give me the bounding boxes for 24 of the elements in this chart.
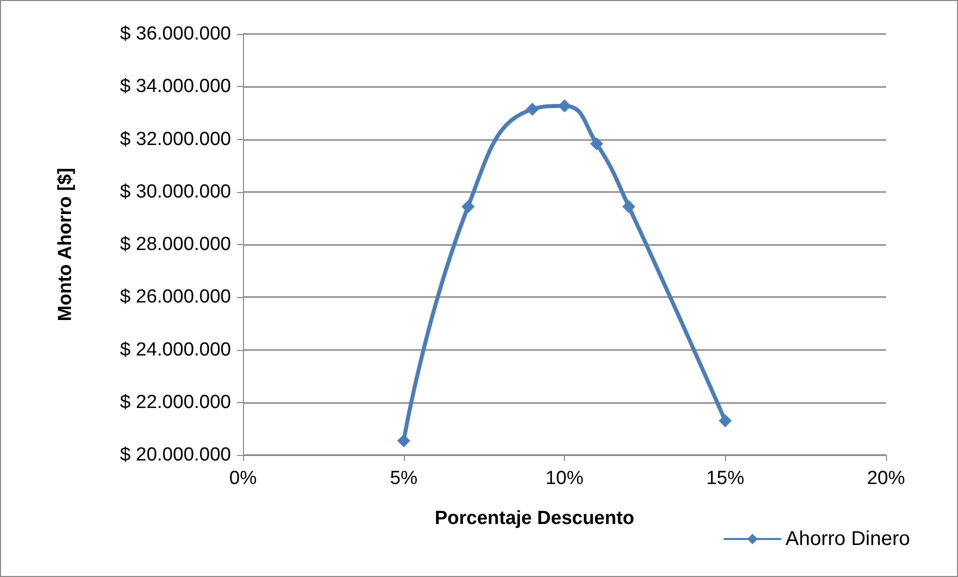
y-tick-label: $ 24.000.000 (120, 339, 231, 360)
y-tick-label: $ 28.000.000 (120, 234, 231, 255)
point (462, 200, 475, 214)
y-tick-label: $ 20.000.000 (120, 444, 231, 466)
y-tick-label: $ 32.000.000 (120, 128, 231, 150)
point (590, 137, 604, 150)
x-axis-title: Porcentaje Descuento (434, 508, 634, 529)
x-tick-label: 0% (229, 468, 257, 489)
y-tick-label: $ 22.000.000 (120, 392, 231, 413)
x-tick-label: 15% (706, 468, 744, 489)
x-tick-label: 10% (545, 468, 584, 489)
legend-label: Ahorro Dinero (786, 528, 910, 550)
point (622, 200, 636, 214)
y-tick-label: $ 30.000.000 (120, 181, 231, 202)
y-tick-label: $ 34.000.000 (120, 76, 231, 98)
y-tick-label: $ 36.000.000 (120, 24, 231, 44)
x-tick-label: 5% (390, 468, 418, 489)
point (526, 102, 539, 116)
point (397, 434, 410, 448)
point (718, 414, 732, 428)
y-axis-title: Monto Ahorro [$] (55, 168, 76, 322)
x-tick-label: 20% (866, 468, 906, 489)
y-tick-label: $ 26.000.000 (120, 286, 231, 308)
point (558, 99, 571, 112)
